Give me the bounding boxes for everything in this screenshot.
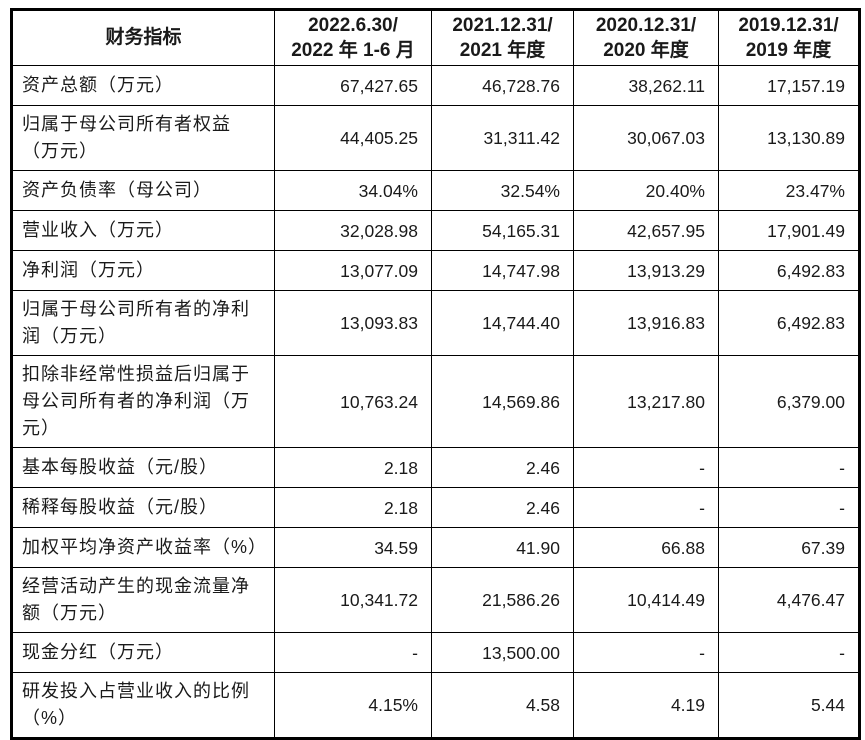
- metric-value: -: [718, 447, 860, 488]
- metric-value: 13,130.89: [718, 105, 860, 171]
- metric-label: 研发投入占营业收入的比例（%）: [11, 672, 275, 739]
- metric-value: 31,311.42: [431, 105, 574, 171]
- metric-value: 34.04%: [274, 170, 432, 211]
- metric-value: 67,427.65: [274, 65, 432, 106]
- header-metric-label: 财务指标: [11, 9, 275, 66]
- metric-value: -: [573, 632, 719, 673]
- metric-value: 17,901.49: [718, 210, 860, 251]
- table-row: 基本每股收益（元/股） 2.18 2.46- -: [11, 447, 860, 488]
- metric-value: -: [718, 632, 860, 673]
- metric-value: 23.47%: [718, 170, 860, 211]
- metric-value: 44,405.25: [274, 105, 432, 171]
- header-period-line1: 2020.12.31/: [595, 15, 697, 36]
- metric-value: 66.88: [573, 527, 719, 568]
- metric-value: 14,569.86: [431, 355, 574, 448]
- metric-value: 13,913.29: [573, 250, 719, 291]
- metric-value: -: [573, 447, 719, 488]
- metric-label: 资产负债率（母公司）: [11, 170, 275, 211]
- metric-value: 32.54%: [431, 170, 574, 211]
- metric-value: 30,067.03: [573, 105, 719, 171]
- table-row: 研发投入占营业收入的比例（%） 4.15% 4.58 4.19 5.44: [11, 672, 860, 739]
- table-row: 资产总额（万元） 67,427.65 46,728.76 38,262.11 17,15…: [11, 65, 860, 106]
- table-body: 资产总额（万元） 67,427.65 46,728.76 38,262.11 17,15…: [11, 65, 860, 739]
- metric-value: 20.40%: [573, 170, 719, 211]
- header-period-line1: 2021.12.31/: [452, 15, 553, 36]
- metric-value: -: [718, 487, 860, 528]
- table-header: 财务指标 2022.6.30/ 2022 年 1-6 月 2021.12.31/…: [11, 9, 860, 66]
- table-row: 营业收入（万元） 32,028.98 54,165.31 42,657.95 17,90…: [11, 210, 860, 251]
- metric-value: 2.46: [431, 487, 574, 528]
- metric-label: 稀释每股收益（元/股）: [11, 487, 275, 528]
- metric-value: 13,077.09: [274, 250, 432, 291]
- table-row: 净利润（万元） 13,077.09 14,747.98 13,913.29 6,492.…: [11, 250, 860, 291]
- header-period-2020: 2020.12.31/ 2020 年度: [573, 9, 719, 66]
- metric-value: 6,492.83: [718, 290, 860, 356]
- metric-value: 46,728.76: [431, 65, 574, 106]
- metric-label: 资产总额（万元）: [11, 65, 275, 106]
- metric-label: 归属于母公司所有者的净利润（万元）: [11, 290, 275, 356]
- metric-value: 54,165.31: [431, 210, 574, 251]
- metric-value: 32,028.98: [274, 210, 432, 251]
- document-page: 财务指标 2022.6.30/ 2022 年 1-6 月 2021.12.31/…: [10, 8, 861, 740]
- metric-value: 34.59: [274, 527, 432, 568]
- metric-value: 2.18: [274, 447, 432, 488]
- metric-label: 净利润（万元）: [11, 250, 275, 291]
- header-period-line2: 2019 年度: [745, 40, 832, 61]
- header-period-2019: 2019.12.31/ 2019 年度: [718, 9, 860, 66]
- table-row: 归属于母公司所有者权益（万元） 44,405.25 31,311.42 30,067.…: [11, 105, 860, 171]
- metric-value: 5.44: [718, 672, 860, 739]
- metric-label: 基本每股收益（元/股）: [11, 447, 275, 488]
- metric-value: 6,492.83: [718, 250, 860, 291]
- metric-value: 13,217.80: [573, 355, 719, 448]
- metric-label: 经营活动产生的现金流量净额（万元）: [11, 567, 275, 633]
- metric-value: 13,500.00: [431, 632, 574, 673]
- metric-value: 14,747.98: [431, 250, 574, 291]
- metric-value: 67.39: [718, 527, 860, 568]
- metric-value: 38,262.11: [573, 65, 719, 106]
- metric-value: 4.19: [573, 672, 719, 739]
- metric-value: -: [274, 632, 432, 673]
- metric-value: 4.58: [431, 672, 574, 739]
- table-row: 现金分红（万元） -13,500.00- -: [11, 632, 860, 673]
- metric-label: 现金分红（万元）: [11, 632, 275, 673]
- header-period-line1: 2019.12.31/: [738, 15, 839, 36]
- table-row: 扣除非经常性损益后归属于母公司所有者的净利润（万元） 10,763.24 14,56…: [11, 355, 860, 448]
- table-row: 经营活动产生的现金流量净额（万元） 10,341.72 21,586.26 10,41…: [11, 567, 860, 633]
- metric-label: 扣除非经常性损益后归属于母公司所有者的净利润（万元）: [11, 355, 275, 448]
- metric-value: 2.18: [274, 487, 432, 528]
- metric-value: 2.46: [431, 447, 574, 488]
- table-row: 稀释每股收益（元/股） 2.18 2.46- -: [11, 487, 860, 528]
- metric-label: 营业收入（万元）: [11, 210, 275, 251]
- table-row: 资产负债率（母公司） 34.04% 32.54% 20.40% 23.47%: [11, 170, 860, 211]
- metric-value: 10,341.72: [274, 567, 432, 633]
- header-row: 财务指标 2022.6.30/ 2022 年 1-6 月 2021.12.31/…: [11, 9, 860, 66]
- header-period-line2: 2020 年度: [603, 40, 689, 61]
- metric-value: 10,763.24: [274, 355, 432, 448]
- metric-value: 13,093.83: [274, 290, 432, 356]
- metric-value: 42,657.95: [573, 210, 719, 251]
- header-period-line1: 2022.6.30/: [308, 15, 398, 36]
- table-row: 加权平均净资产收益率（%） 34.59 41.90 66.88 67.39: [11, 527, 860, 568]
- table-row: 归属于母公司所有者的净利润（万元） 13,093.83 14,744.40 13,91…: [11, 290, 860, 356]
- metric-label: 加权平均净资产收益率（%）: [11, 527, 275, 568]
- metric-value: 6,379.00: [718, 355, 860, 448]
- metric-value: 14,744.40: [431, 290, 574, 356]
- metric-value: 13,916.83: [573, 290, 719, 356]
- header-period-line2: 2022 年 1-6 月: [291, 40, 415, 61]
- metric-value: 21,586.26: [431, 567, 574, 633]
- metric-value: 10,414.49: [573, 567, 719, 633]
- metric-value: 4,476.47: [718, 567, 860, 633]
- metric-value: 41.90: [431, 527, 574, 568]
- metric-value: 17,157.19: [718, 65, 860, 106]
- header-period-line2: 2021 年度: [459, 40, 546, 61]
- metric-value: 4.15%: [274, 672, 432, 739]
- header-period-2021: 2021.12.31/ 2021 年度: [431, 9, 574, 66]
- financial-indicators-table: 财务指标 2022.6.30/ 2022 年 1-6 月 2021.12.31/…: [10, 8, 861, 740]
- metric-label: 归属于母公司所有者权益（万元）: [11, 105, 275, 171]
- header-period-2022: 2022.6.30/ 2022 年 1-6 月: [274, 9, 432, 66]
- metric-value: -: [573, 487, 719, 528]
